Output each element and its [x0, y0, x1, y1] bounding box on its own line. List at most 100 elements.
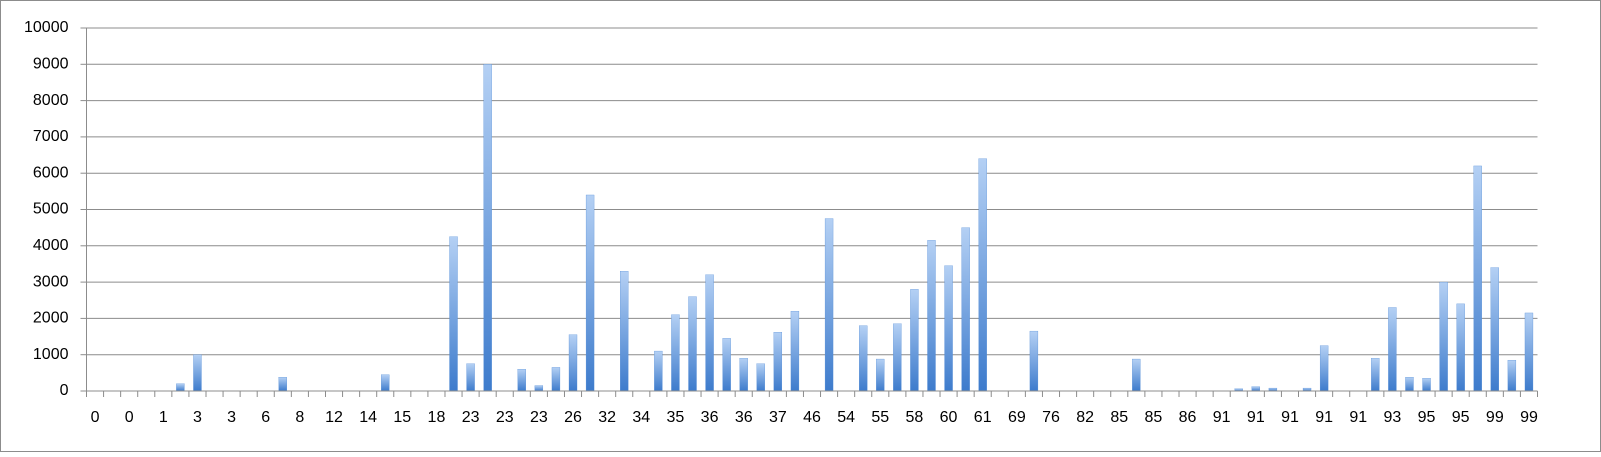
x-tick-label: 91 [1315, 409, 1333, 426]
y-tick-label: 9000 [33, 56, 69, 73]
bar [1473, 165, 1482, 392]
x-tick-label: 86 [1179, 409, 1197, 426]
x-tick-label: 12 [325, 409, 343, 426]
bar [1422, 378, 1431, 392]
x-tick-label: 3 [227, 409, 236, 426]
x-tick-label: 26 [564, 409, 582, 426]
bar [585, 194, 595, 392]
x-tick-label: 23 [496, 409, 514, 426]
x-tick-label: 58 [906, 409, 924, 426]
bar [961, 227, 970, 392]
bar [1524, 312, 1534, 392]
y-tick-label: 5000 [33, 201, 69, 218]
x-tick-label: 85 [1110, 409, 1128, 426]
y-tick-label: 1000 [33, 346, 69, 363]
bar [739, 358, 748, 392]
bar [893, 323, 902, 392]
bar [1439, 281, 1448, 392]
y-tick-label: 3000 [33, 273, 69, 290]
x-tick-label: 46 [803, 409, 821, 426]
bar [944, 265, 953, 392]
x-tick-label: 6 [261, 409, 270, 426]
bar [483, 64, 492, 392]
x-tick-label: 23 [530, 409, 548, 426]
bar [381, 374, 390, 392]
bar [1490, 267, 1499, 392]
bar [517, 369, 526, 392]
y-tick-label: 7000 [33, 128, 69, 145]
y-tick-label: 4000 [33, 237, 69, 254]
bar [688, 296, 697, 392]
bar [756, 363, 765, 392]
bar [534, 385, 544, 392]
x-tick-label: 91 [1213, 409, 1231, 426]
x-tick-label: 91 [1281, 409, 1299, 426]
bar [910, 289, 919, 392]
x-tick-label: 0 [125, 409, 134, 426]
x-tick-label: 32 [598, 409, 616, 426]
bar [859, 325, 868, 392]
x-tick-label: 8 [295, 409, 304, 426]
bar [705, 274, 714, 392]
bar [278, 377, 287, 392]
x-tick-label: 82 [1076, 409, 1094, 426]
x-tick-label: 91 [1247, 409, 1265, 426]
bar [790, 310, 800, 392]
bar [1405, 377, 1414, 392]
x-tick-label: 23 [462, 409, 480, 426]
bar [773, 332, 783, 392]
bar [654, 350, 663, 392]
x-tick-label: 95 [1418, 409, 1436, 426]
x-tick-label: 36 [735, 409, 753, 426]
x-tick-label: 14 [359, 409, 377, 426]
bar [176, 383, 185, 392]
x-tick-label: 36 [701, 409, 719, 426]
y-tick-label: 6000 [33, 164, 69, 181]
x-tick-label: 61 [974, 409, 992, 426]
x-tick-label: 37 [769, 409, 787, 426]
y-tick-label: 10000 [24, 19, 69, 36]
bar [671, 314, 680, 392]
bar [1319, 345, 1329, 392]
y-tick-label: 0 [60, 382, 69, 399]
x-tick-label: 85 [1145, 409, 1163, 426]
bar [1456, 303, 1465, 392]
bar [1251, 386, 1260, 392]
y-tick-label: 2000 [33, 310, 69, 327]
x-tick-label: 95 [1452, 409, 1470, 426]
y-tick-label: 8000 [33, 92, 69, 109]
x-tick-label: 3 [193, 409, 202, 426]
x-tick-label: 76 [1042, 409, 1060, 426]
bar [824, 218, 834, 392]
x-tick-label: 15 [393, 409, 411, 426]
x-tick-label: 18 [428, 409, 446, 426]
x-tick-label: 34 [632, 409, 650, 426]
bar [466, 363, 475, 392]
bar [1132, 358, 1141, 392]
bar [449, 236, 458, 392]
x-tick-label: 1 [159, 409, 168, 426]
bar [978, 158, 987, 392]
bar [722, 338, 731, 392]
bar [568, 334, 578, 392]
bar [193, 354, 202, 392]
x-tick-label: 35 [667, 409, 685, 426]
x-tick-label: 0 [91, 409, 100, 426]
bar [927, 240, 936, 392]
bar [620, 271, 629, 392]
bar [551, 367, 561, 392]
bar [1029, 330, 1039, 392]
x-tick-label: 54 [837, 409, 855, 426]
bar [1388, 307, 1397, 392]
x-tick-label: 93 [1384, 409, 1402, 426]
x-tick-label: 99 [1520, 409, 1538, 426]
x-tick-label: 69 [1008, 409, 1026, 426]
bar [1371, 358, 1380, 392]
bar [876, 358, 885, 392]
x-tick-label: 55 [871, 409, 889, 426]
bar [1507, 359, 1517, 392]
x-tick-label: 60 [940, 409, 958, 426]
